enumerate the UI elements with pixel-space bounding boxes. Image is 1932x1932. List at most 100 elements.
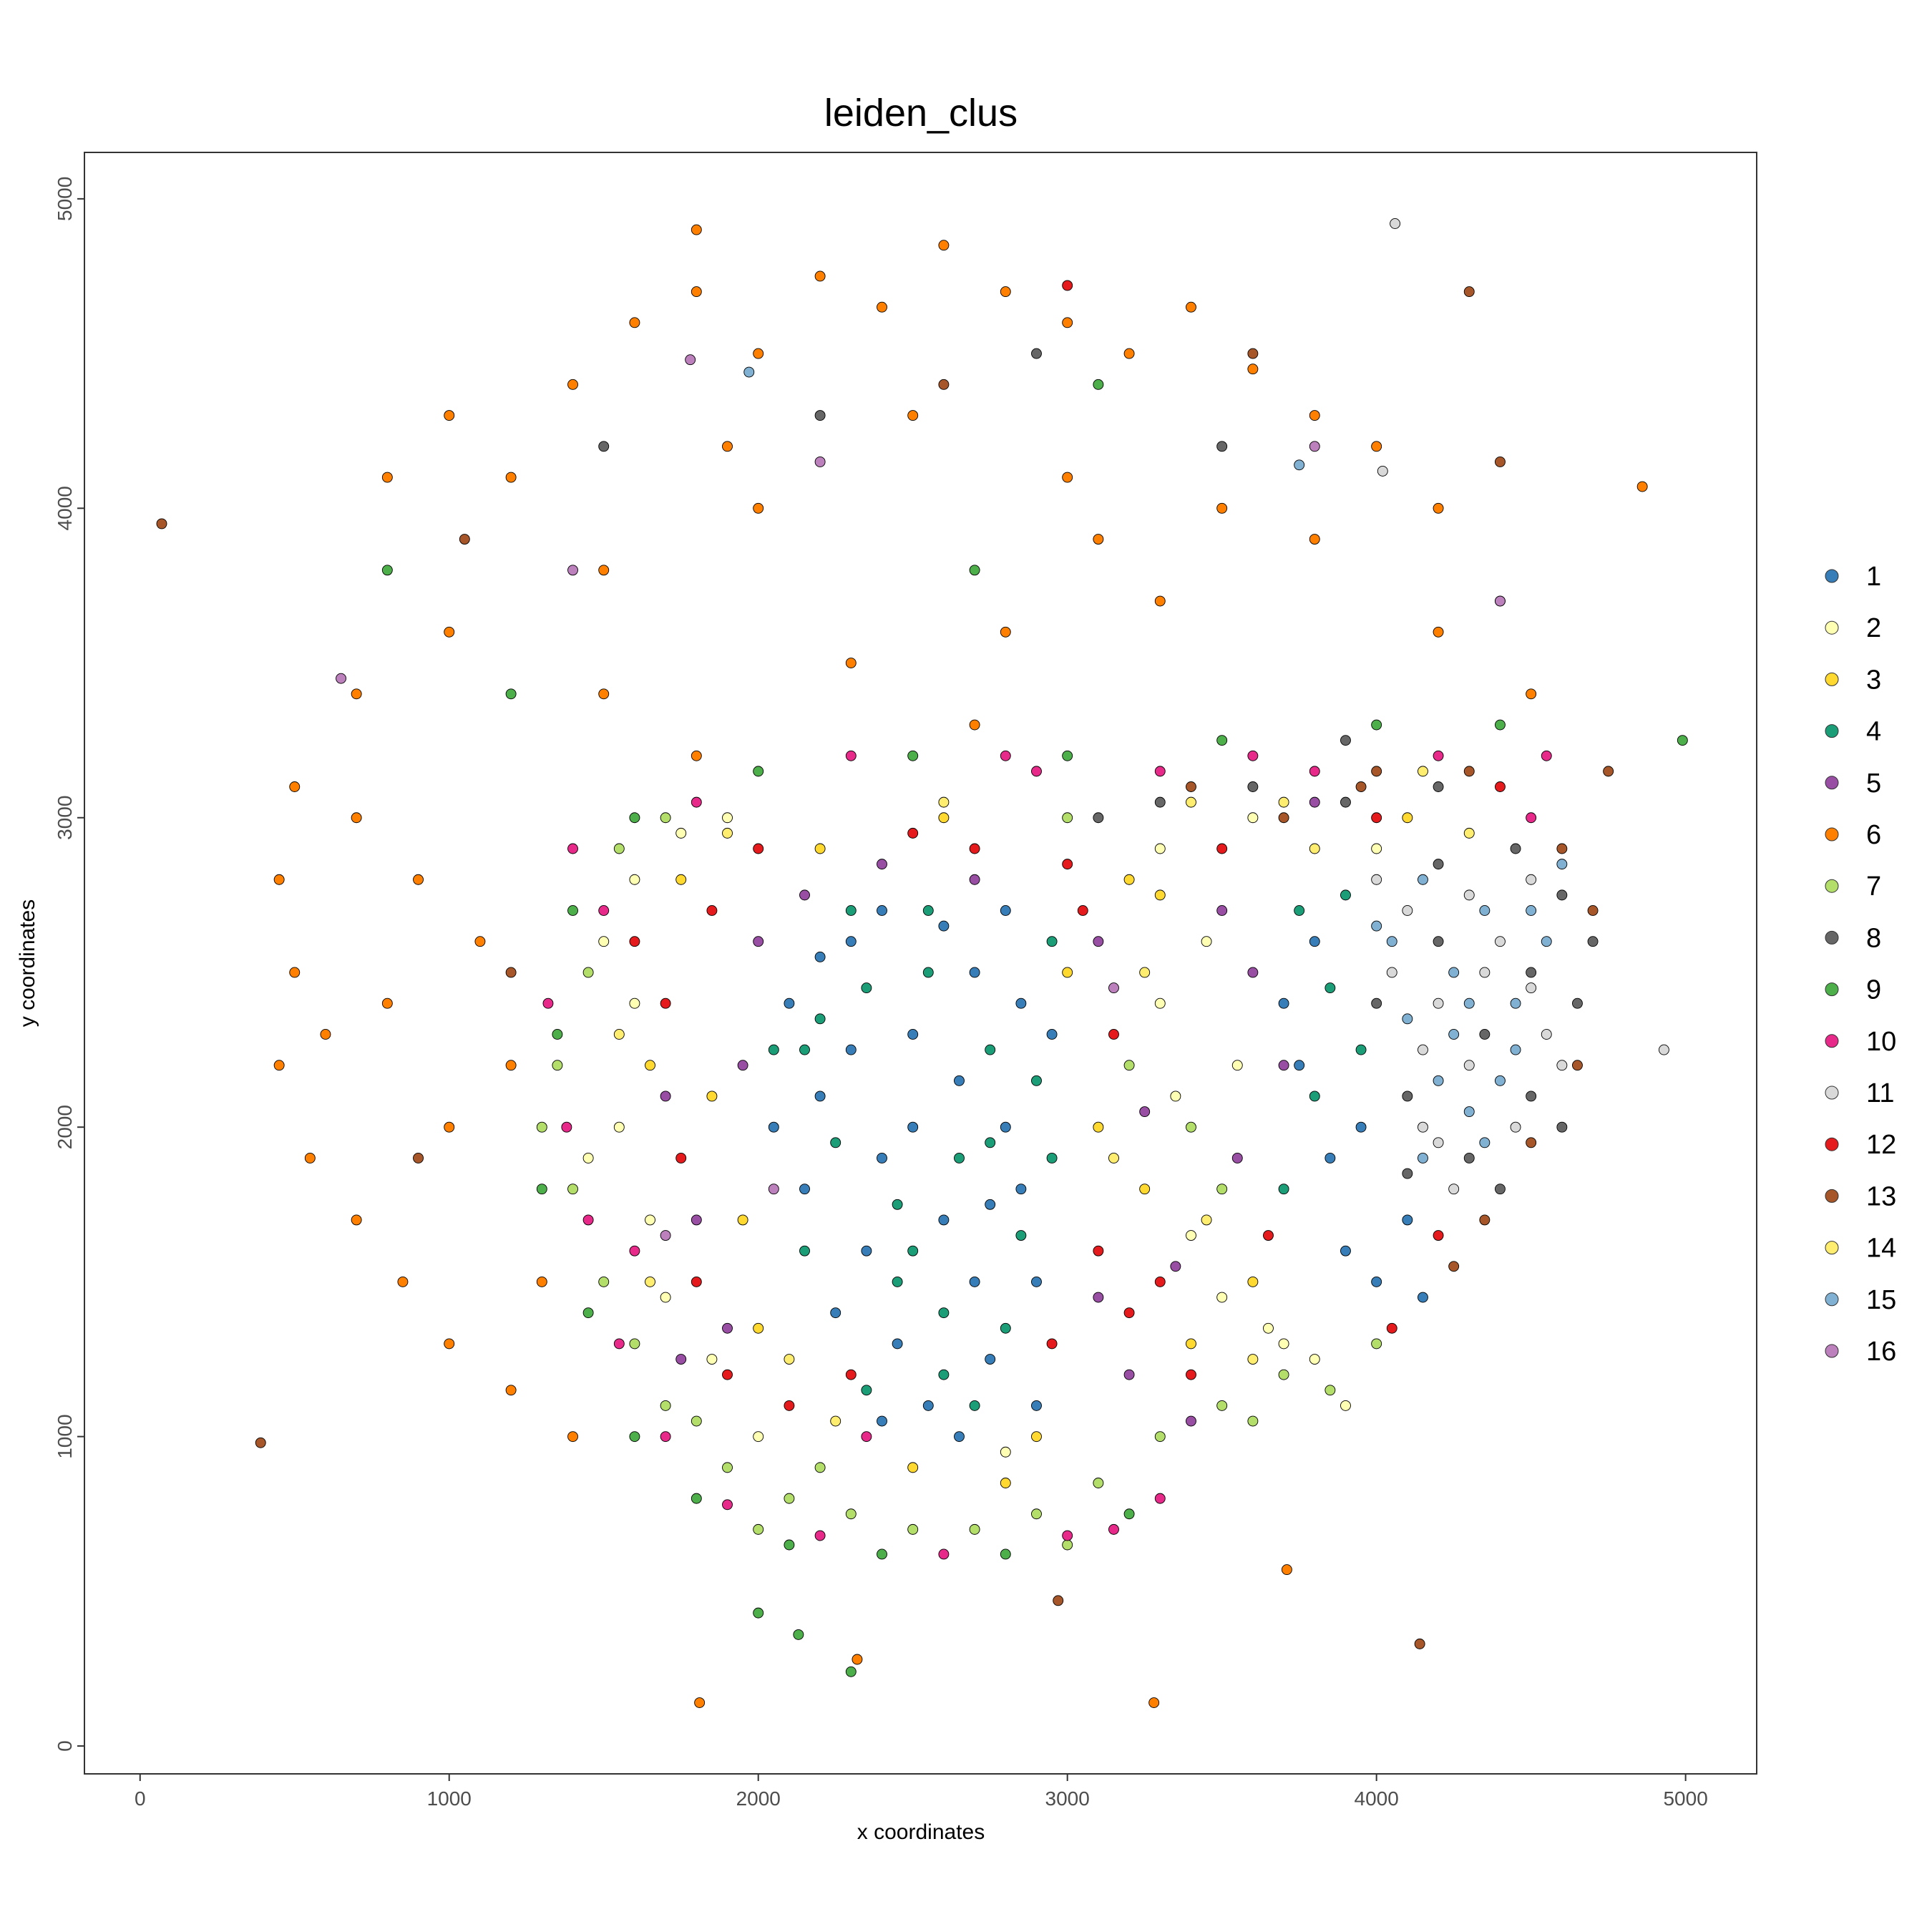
legend-label: 5 [1866, 769, 1881, 799]
point-cluster-4 [814, 1013, 826, 1025]
legend-item-9: 9 [1825, 975, 1881, 1005]
point-cluster-7 [784, 1493, 795, 1504]
point-cluster-11 [1377, 465, 1388, 477]
point-cluster-10 [1000, 750, 1011, 761]
point-cluster-14 [1309, 843, 1320, 854]
point-cluster-6 [444, 626, 455, 638]
point-cluster-3 [737, 1214, 748, 1226]
point-cluster-16 [1309, 441, 1320, 452]
point-cluster-16 [768, 1184, 779, 1195]
point-cluster-9 [381, 565, 393, 576]
legend-label: 11 [1866, 1078, 1894, 1108]
point-cluster-3 [1093, 1121, 1104, 1133]
chart-title: leiden_clus [824, 92, 1018, 135]
point-cluster-1 [907, 1029, 919, 1040]
point-cluster-7 [1278, 1369, 1289, 1380]
point-cluster-1 [969, 967, 980, 978]
point-cluster-5 [877, 859, 887, 870]
point-cluster-5 [753, 936, 764, 947]
point-cluster-4 [1294, 905, 1305, 916]
point-cluster-6 [691, 750, 702, 761]
point-cluster-13 [1526, 1137, 1537, 1148]
point-cluster-12 [1386, 1322, 1397, 1334]
point-cluster-4 [845, 905, 857, 916]
point-cluster-10 [1154, 1493, 1166, 1504]
point-cluster-8 [1587, 936, 1599, 947]
legend-key [1825, 1034, 1839, 1048]
point-cluster-4 [799, 1044, 810, 1055]
point-cluster-2 [675, 827, 687, 839]
point-cluster-3 [1031, 1431, 1042, 1443]
y-tick-label: 3000 [54, 796, 76, 840]
point-cluster-2 [1216, 1292, 1228, 1303]
point-cluster-16 [336, 673, 346, 684]
point-cluster-14 [1463, 827, 1475, 839]
point-cluster-7 [582, 967, 594, 978]
point-cluster-12 [907, 827, 919, 839]
point-cluster-4 [985, 1044, 996, 1055]
point-cluster-6 [505, 472, 517, 483]
legend-key [1825, 776, 1839, 790]
point-cluster-14 [1418, 766, 1428, 777]
point-cluster-10 [845, 750, 857, 761]
point-cluster-6 [1281, 1564, 1292, 1576]
legend-key [1825, 1137, 1839, 1151]
series-2 [582, 812, 1382, 1458]
point-cluster-6 [289, 967, 301, 978]
legend-label: 4 [1866, 717, 1881, 747]
point-cluster-10 [722, 1499, 733, 1511]
point-cluster-11 [1541, 1029, 1552, 1040]
point-cluster-4 [969, 1400, 980, 1411]
point-cluster-6 [1433, 502, 1444, 514]
legend-item-8: 8 [1825, 923, 1881, 953]
point-cluster-11 [1556, 1060, 1568, 1071]
point-cluster-14 [1278, 796, 1289, 808]
legend-item-14: 14 [1825, 1234, 1896, 1264]
point-cluster-1 [1031, 1276, 1042, 1287]
point-cluster-13 [413, 1152, 424, 1163]
y-axis: 0 1000 2000 3000 4000 5000 [54, 177, 84, 1752]
point-cluster-4 [922, 967, 934, 978]
point-cluster-12 [753, 843, 764, 854]
point-cluster-10 [1247, 750, 1259, 761]
point-cluster-13 [1247, 348, 1259, 359]
point-cluster-15 [1418, 874, 1428, 885]
point-cluster-16 [814, 456, 826, 467]
point-cluster-6 [273, 874, 285, 885]
point-cluster-6 [629, 317, 640, 328]
legend-item-5: 5 [1825, 769, 1881, 799]
point-cluster-15 [1463, 997, 1475, 1009]
point-cluster-6 [381, 472, 393, 483]
point-cluster-15 [1386, 936, 1397, 947]
point-cluster-8 [1154, 796, 1166, 808]
point-cluster-6 [1216, 502, 1228, 514]
legend-label: 14 [1866, 1234, 1896, 1264]
point-cluster-14 [613, 1029, 625, 1040]
point-cluster-13 [1414, 1638, 1425, 1649]
point-cluster-4 [892, 1199, 903, 1210]
legend-label: 8 [1866, 923, 1881, 953]
point-cluster-2 [613, 1121, 625, 1133]
point-cluster-10 [1309, 766, 1320, 777]
point-cluster-1 [1046, 1029, 1058, 1040]
point-cluster-1 [892, 1338, 903, 1350]
legend-item-2: 2 [1825, 613, 1881, 643]
point-cluster-10 [1526, 812, 1537, 824]
point-cluster-3 [1123, 874, 1135, 885]
point-cluster-2 [753, 1431, 764, 1443]
point-cluster-1 [784, 997, 795, 1009]
y-tick-label: 5000 [54, 177, 76, 221]
legend-key [1825, 827, 1839, 841]
legend-item-1: 1 [1825, 562, 1881, 592]
point-cluster-12 [1154, 1276, 1166, 1287]
point-cluster-6 [877, 301, 887, 313]
legend-item-16: 16 [1825, 1337, 1896, 1367]
point-cluster-6 [273, 1060, 285, 1071]
point-cluster-6 [598, 565, 610, 576]
point-cluster-7 [1247, 1415, 1259, 1427]
point-cluster-1 [1000, 1121, 1011, 1133]
point-cluster-2 [1231, 1060, 1243, 1071]
series-13 [156, 286, 1614, 1649]
point-cluster-7 [1371, 1338, 1382, 1350]
legend-label: 1 [1866, 562, 1881, 592]
